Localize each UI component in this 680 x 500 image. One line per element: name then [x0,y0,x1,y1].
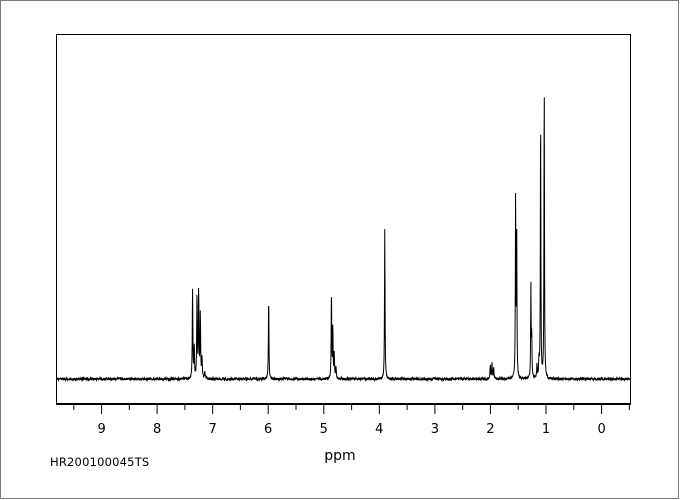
axis-tick-marks [56,404,631,414]
axis-tick-label: 4 [375,422,384,437]
axis-title: ppm [324,448,356,464]
axis-tick-label: 8 [152,422,162,437]
ppm-axis: 9 8 7 6 5 4 3 2 1 0 [56,404,631,444]
axis-tick-label: 3 [430,422,440,437]
axis-tick-label: 0 [597,422,606,437]
spectrum-trace-path [57,97,630,383]
axis-ticks [56,404,631,414]
axis-tick-label: 6 [264,422,273,437]
axis-tick-label: 5 [319,422,328,437]
axis-tick-label: 9 [97,422,106,437]
axis-tick-label: 2 [486,422,495,437]
spectrum-plot-frame [56,34,631,404]
axis-tick-label: 7 [208,422,217,437]
spectrum-trace [57,97,630,383]
axis-tick-label: 1 [541,422,551,437]
sample-id-label: HR200100045TS [50,455,150,469]
